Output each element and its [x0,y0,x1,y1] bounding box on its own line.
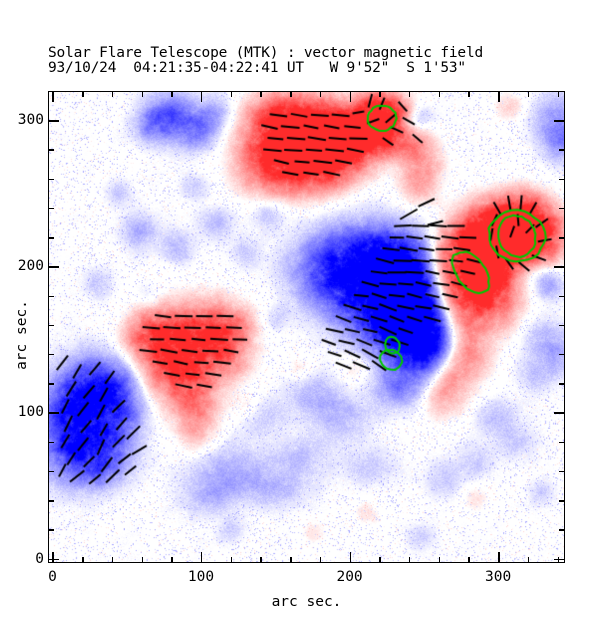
x-tick-280 [468,557,470,563]
x-tick-top-240 [409,91,411,97]
y-tick-right-300 [554,120,565,122]
x-tick-top-200 [349,91,351,102]
y-tick-100 [48,412,59,414]
x-tick-60 [141,557,143,563]
x-tick-top-340 [557,91,559,97]
y-tick-180 [48,295,54,297]
x-tick-80 [171,557,173,563]
y-tick-right-320 [559,91,565,93]
plot-area [48,91,565,563]
x-tick-label-0: 0 [48,569,57,585]
y-tick-220 [48,237,54,239]
x-tick-140 [260,557,262,563]
y-tick-0 [48,558,59,560]
y-tick-right-260 [559,178,565,181]
figure-subtitle: 93/10/24 04:21:35-04:22:41 UT W 9'52" S … [48,60,466,76]
y-tick-320 [48,91,54,93]
y-tick-right-240 [559,207,565,210]
y-tick-right-280 [559,149,565,151]
y-tick-300 [48,120,59,122]
y-tick-20 [48,529,54,531]
x-tick-260 [438,557,441,563]
x-tick-0 [52,552,54,563]
y-tick-240 [48,207,54,210]
x-tick-160 [290,557,292,563]
x-tick-top-160 [290,91,292,97]
x-tick-top-180 [319,91,322,97]
y-tick-right-80 [559,441,565,444]
x-tick-300 [498,552,500,563]
x-tick-top-20 [82,91,84,97]
y-tick-40 [48,500,54,502]
x-tick-label-100: 100 [187,569,215,585]
x-axis-title: arc sec. [271,594,342,610]
y-tick-260 [48,178,54,181]
y-tick-60 [48,470,54,473]
x-tick-100 [201,552,203,563]
x-tick-top-120 [230,91,233,97]
y-axis-title: arc sec. [14,300,30,370]
x-tick-220 [379,557,381,563]
x-tick-180 [319,557,322,563]
y-tick-160 [48,324,54,327]
x-tick-top-100 [201,91,203,102]
x-tick-120 [230,557,233,563]
x-tick-320 [527,557,530,563]
y-tick-120 [48,383,54,385]
y-tick-right-120 [559,383,565,385]
x-tick-20 [82,557,84,563]
y-tick-right-180 [559,295,565,297]
y-tick-200 [48,266,59,268]
x-tick-label-200: 200 [336,569,363,585]
y-tick-label-200: 200 [17,258,44,275]
y-tick-right-220 [559,237,565,239]
x-tick-top-320 [527,91,530,97]
x-tick-top-60 [141,91,143,97]
x-tick-label-300: 300 [485,569,512,585]
y-tick-right-60 [559,470,565,473]
y-tick-right-0 [554,558,565,560]
x-tick-240 [409,557,411,563]
x-tick-top-300 [498,91,500,102]
x-tick-top-220 [379,91,381,97]
y-tick-right-100 [554,412,565,414]
x-tick-340 [557,557,559,563]
x-tick-top-40 [111,91,114,97]
x-tick-top-260 [438,91,441,97]
y-tick-right-140 [559,354,565,356]
y-tick-140 [48,354,54,356]
x-tick-top-280 [468,91,470,97]
y-tick-label-300: 300 [17,112,44,129]
x-tick-top-0 [52,91,54,102]
figure-title: Solar Flare Telescope (MTK) : vector mag… [48,45,484,61]
y-tick-80 [48,441,54,444]
y-tick-280 [48,149,54,151]
x-tick-200 [349,552,351,563]
y-tick-right-20 [559,529,565,531]
y-tick-label-100: 100 [17,404,44,421]
y-tick-right-160 [559,324,565,327]
magnetogram-image [49,92,564,562]
x-tick-40 [111,557,114,563]
y-tick-label-0: 0 [35,550,44,567]
y-tick-right-200 [554,266,565,268]
x-tick-top-140 [260,91,262,97]
x-tick-top-80 [171,91,173,97]
figure-title-block: Solar Flare Telescope (MTK) : vector mag… [48,46,588,76]
y-tick-right-40 [559,500,565,502]
